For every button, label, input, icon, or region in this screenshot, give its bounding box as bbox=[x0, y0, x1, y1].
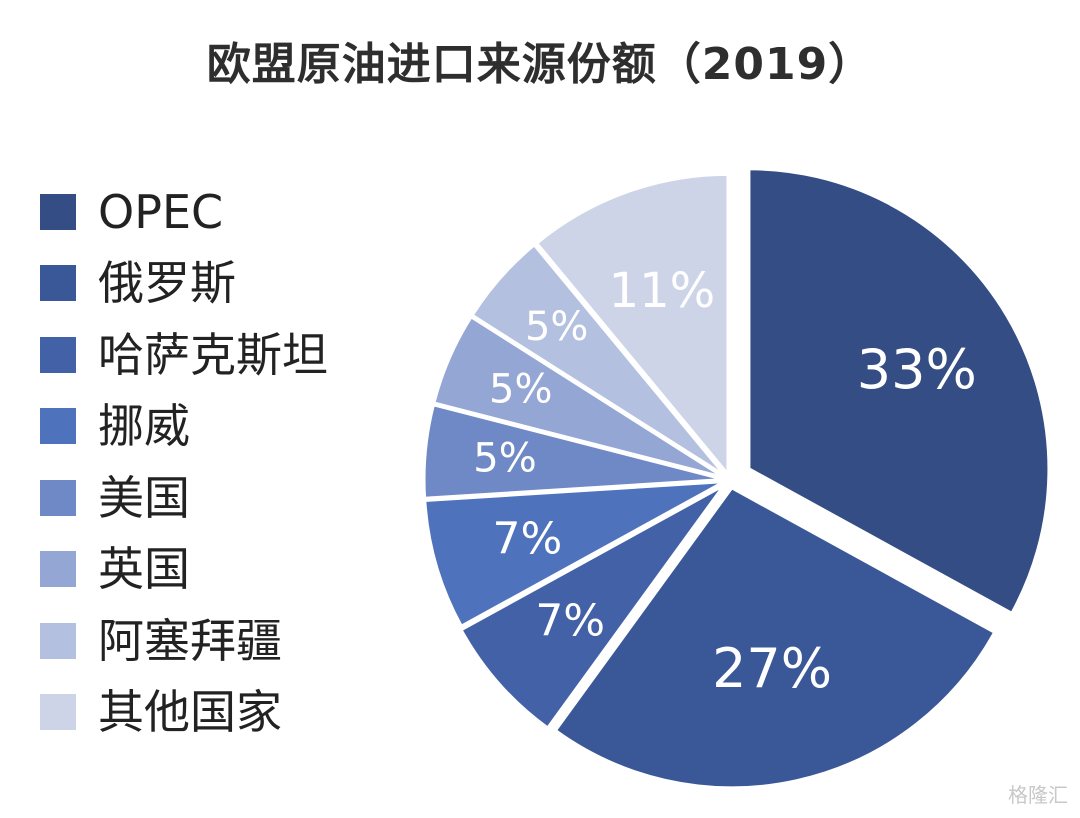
legend-label: 哈萨克斯坦 bbox=[98, 327, 328, 382]
legend-item: 阿塞拜疆 bbox=[40, 605, 420, 677]
slice-label: 7% bbox=[492, 513, 562, 564]
chart-title: 欧盟原油进口来源份额（2019） bbox=[206, 39, 874, 90]
legend-swatch bbox=[40, 193, 76, 230]
slice-label: 7% bbox=[535, 595, 605, 646]
pie-slice bbox=[470, 242, 727, 478]
legend-swatch bbox=[40, 408, 76, 445]
pie-slice bbox=[459, 483, 726, 731]
slice-label: 27% bbox=[712, 637, 832, 700]
legend-item: 俄罗斯 bbox=[40, 248, 420, 320]
watermark-logo: 格隆汇 bbox=[1008, 783, 1068, 807]
legend-swatch bbox=[40, 622, 76, 659]
legend: OPEC 俄罗斯哈萨克斯坦挪威美国英国阿塞拜疆其他国家 bbox=[40, 176, 420, 748]
pie-slice bbox=[432, 314, 726, 480]
legend-swatch bbox=[40, 336, 76, 373]
legend-item: 美国 bbox=[40, 462, 420, 534]
pie-slice bbox=[553, 485, 997, 790]
pie-slice bbox=[534, 172, 730, 479]
legend-swatch bbox=[40, 479, 76, 516]
pie-slice bbox=[422, 403, 725, 500]
legend-item: 哈萨克斯坦 bbox=[40, 319, 420, 391]
pie-slice bbox=[423, 480, 725, 629]
slice-label: 33% bbox=[857, 338, 977, 401]
legend-label: 挪威 bbox=[98, 399, 190, 454]
legend-label: 阿塞拜疆 bbox=[98, 613, 282, 668]
legend-swatch bbox=[40, 694, 76, 731]
slice-label: 5% bbox=[473, 436, 536, 482]
legend-label: 英国 bbox=[98, 542, 190, 597]
slice-label: 5% bbox=[489, 366, 552, 412]
legend-label: 俄罗斯 bbox=[98, 256, 236, 311]
legend-item: 其他国家 bbox=[40, 677, 420, 749]
legend-item: 英国 bbox=[40, 534, 420, 606]
legend-label: OPEC bbox=[98, 184, 224, 239]
legend-item: OPEC bbox=[40, 176, 420, 248]
pie-slice bbox=[747, 167, 1051, 616]
legend-label: 美国 bbox=[98, 470, 190, 525]
legend-swatch bbox=[40, 551, 76, 588]
legend-label: 其他国家 bbox=[98, 685, 282, 740]
slice-label: 5% bbox=[525, 304, 588, 350]
slice-label: 11% bbox=[609, 263, 716, 319]
legend-swatch bbox=[40, 265, 76, 302]
legend-item: 挪威 bbox=[40, 391, 420, 463]
